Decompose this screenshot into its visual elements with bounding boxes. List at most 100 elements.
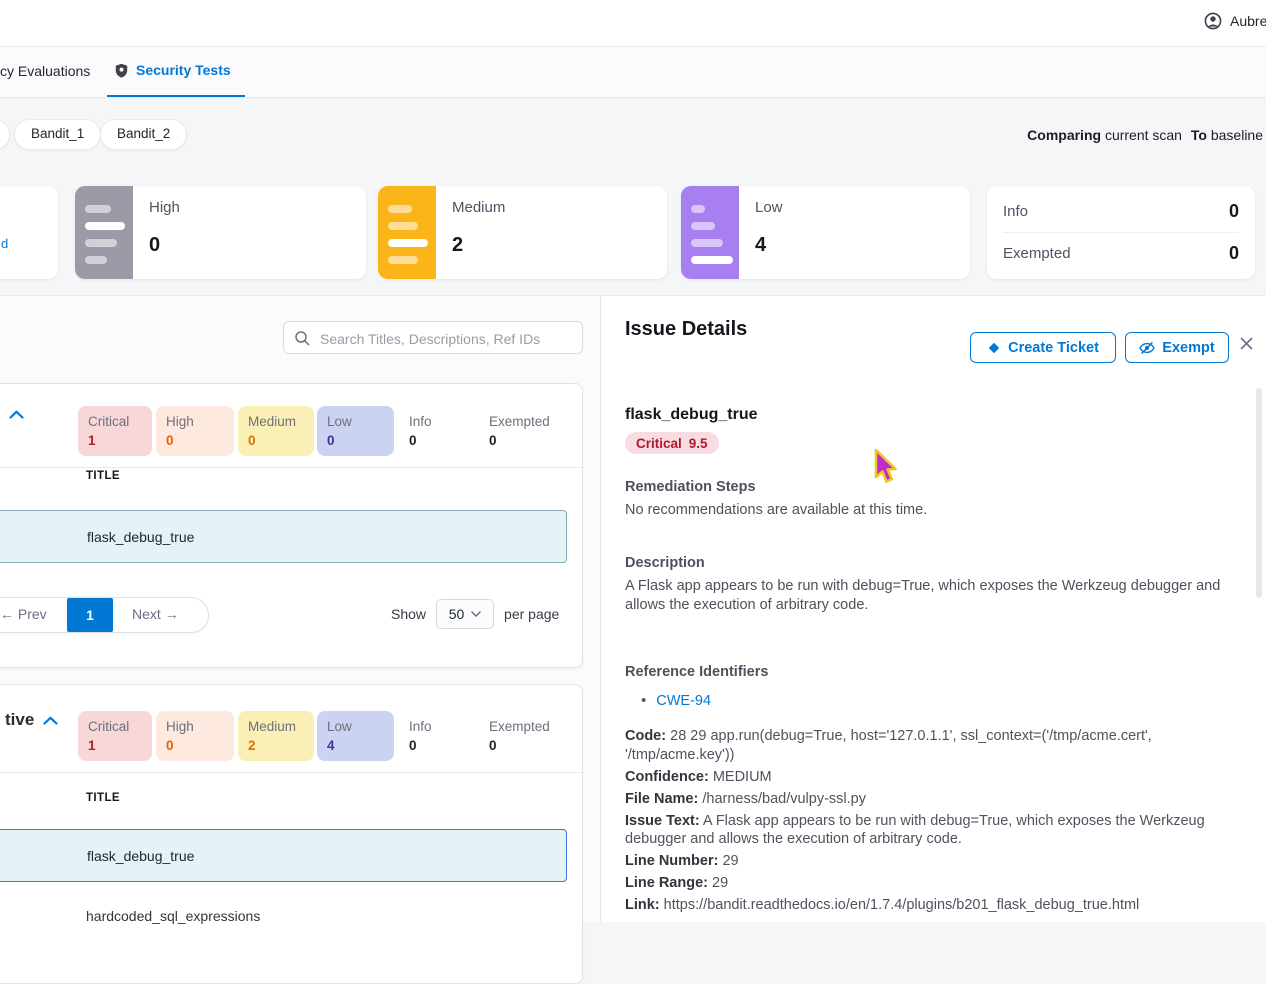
prev-page-button[interactable]: ← Prev: [0, 606, 47, 622]
create-ticket-button[interactable]: Create Ticket: [970, 332, 1116, 363]
field-value: 28 29 app.run(debug=True, host='127.0.1.…: [625, 728, 1152, 763]
compare-current: current scan: [1104, 127, 1182, 143]
field-issue-text: Issue Text: A Flask app appears to be ru…: [625, 812, 1247, 849]
chip-count: 0: [409, 433, 417, 448]
medium-card-count: 2: [452, 234, 464, 256]
field-value: 29: [722, 853, 739, 869]
field-confidence: Confidence: MEDIUM: [625, 768, 1247, 787]
field-value: A Flask app appears to be run with debug…: [625, 812, 1205, 848]
section-2-header[interactable]: tive: [5, 710, 58, 730]
severity-chip-exempted: Exempted 0: [479, 406, 559, 456]
chip-label: Info: [409, 719, 432, 734]
severity-score-badge: Critical 9.5: [625, 432, 719, 454]
tab-security-tests-label: Security Tests: [136, 62, 231, 78]
high-card-count: 0: [149, 234, 161, 256]
search-box: [283, 321, 583, 354]
tab-policy-evaluations[interactable]: cy Evaluations: [0, 63, 91, 79]
info-label: Info: [1003, 203, 1029, 220]
chip-label: Exempted: [489, 414, 550, 429]
page-size-control: Show 50 per page: [391, 599, 559, 629]
collapse-section-2-chevron-up-icon[interactable]: [43, 716, 58, 725]
chip-count: 0: [166, 738, 174, 753]
field-code: Code: 28 29 app.run(debug=True, host='12…: [625, 727, 1247, 764]
column-header-title: TITLE: [86, 470, 120, 482]
scan-pill-bandit-2[interactable]: Bandit_2: [100, 119, 188, 150]
field-label: Line Range:: [625, 875, 708, 891]
chip-label: Critical: [88, 719, 130, 734]
field-link: Link: https://bandit.readthedocs.io/en/1…: [625, 896, 1247, 915]
vertical-scrollbar-thumb[interactable]: [1256, 388, 1262, 598]
tab-bar: cy Evaluations Security Tests: [0, 47, 1266, 98]
current-page-button[interactable]: 1: [67, 598, 113, 632]
summary-card-critical-fragment[interactable]: d: [0, 186, 58, 279]
next-label: Next: [132, 606, 161, 622]
compare-baseline: baseline: [1210, 127, 1263, 143]
summary-card-low[interactable]: Low 4: [681, 186, 970, 279]
section-divider: [0, 467, 584, 468]
field-label: Code:: [625, 728, 667, 744]
next-page-button[interactable]: Next →: [132, 606, 179, 622]
chip-count: 1: [88, 433, 96, 448]
chip-count: 4: [327, 738, 335, 753]
collapse-section-1-chevron-up-icon[interactable]: [9, 410, 24, 419]
close-icon[interactable]: [1240, 337, 1253, 350]
chevron-down-icon: [471, 611, 482, 617]
summary-card-info-exempted[interactable]: Info 0 Exempted 0: [987, 186, 1255, 279]
exempt-button[interactable]: Exempt: [1125, 332, 1229, 363]
info-count: 0: [1228, 201, 1239, 221]
description-text: A Flask app appears to be run with debug…: [625, 578, 1221, 613]
issue-row-hardcoded-sql-expressions[interactable]: hardcoded_sql_expressions: [0, 891, 567, 941]
chip-label: High: [166, 414, 194, 429]
search-input[interactable]: [318, 323, 577, 354]
section-divider: [0, 772, 584, 773]
top-header-bar: Aubre: [0, 0, 1266, 47]
scan-pill-bandit-1[interactable]: Bandit_1: [14, 119, 102, 150]
badge-score: 9.5: [688, 435, 708, 451]
remediation-text: No recommendations are available at this…: [625, 502, 928, 518]
low-card-count: 4: [755, 234, 767, 256]
create-ticket-label: Create Ticket: [1008, 339, 1099, 356]
issue-row-title: flask_debug_true: [87, 528, 195, 545]
page-size-select[interactable]: 50: [436, 599, 495, 629]
user-menu[interactable]: Aubre: [1204, 12, 1266, 30]
active-tab-underline: [107, 95, 245, 97]
field-value: 29: [712, 875, 729, 891]
chip-count: 0: [489, 738, 497, 753]
section-2-title-fragment: tive: [5, 710, 35, 729]
severity-chip-info: Info 0: [399, 406, 465, 456]
low-card-label: Low: [755, 199, 783, 216]
chip-label: Info: [409, 414, 432, 429]
exempted-row: Exempted 0: [1003, 233, 1239, 274]
field-file-name: File Name: /harness/bad/vulpy-ssl.py: [625, 790, 1247, 809]
content-divider: [0, 295, 1266, 296]
field-label: File Name:: [625, 790, 699, 807]
tab-security-tests[interactable]: Security Tests: [115, 62, 231, 78]
chip-count: 0: [248, 433, 256, 448]
field-value: https://bandit.readthedocs.io/en/1.7.4/p…: [663, 897, 1140, 913]
chip-count: 0: [327, 433, 335, 448]
chip-count: 0: [489, 433, 497, 448]
issue-details-panel: Issue Details Create Ticket Exempt flask…: [600, 296, 1266, 922]
severity-chip-low: Low 4: [317, 711, 394, 761]
diamond-icon: [987, 341, 1001, 355]
field-line-number: Line Number: 29: [625, 852, 1247, 871]
field-label: Issue Text:: [625, 812, 700, 829]
summary-card-medium[interactable]: Medium 2: [378, 186, 667, 279]
cwe-link[interactable]: CWE-94: [656, 692, 712, 709]
issue-row-flask-debug-true[interactable]: flask_debug_true: [0, 829, 567, 882]
compare-baseline-text: Comparing current scan To baseline: [1027, 127, 1263, 143]
search-icon: [294, 330, 310, 346]
pagination: ← Prev 1 Next →: [0, 597, 209, 633]
issue-list-section-2: tive Critical 1 High 0 Medium 2 Low 4 In…: [0, 684, 584, 984]
chip-count: 0: [409, 738, 417, 753]
chip-label: High: [166, 719, 194, 734]
description-heading: Description: [625, 555, 705, 571]
high-card-label: High: [149, 199, 180, 216]
scan-pill-fragment[interactable]: [0, 119, 10, 150]
issue-list-section-1: Critical 1 High 0 Medium 0 Low 0 Info 0 …: [0, 383, 584, 668]
chip-label: Exempted: [489, 719, 550, 734]
medium-severity-icon: [378, 186, 436, 279]
issue-row-flask-debug-true[interactable]: flask_debug_true: [0, 510, 567, 563]
severity-chip-critical: Critical 1: [78, 406, 152, 456]
summary-card-high[interactable]: High 0: [75, 186, 366, 279]
